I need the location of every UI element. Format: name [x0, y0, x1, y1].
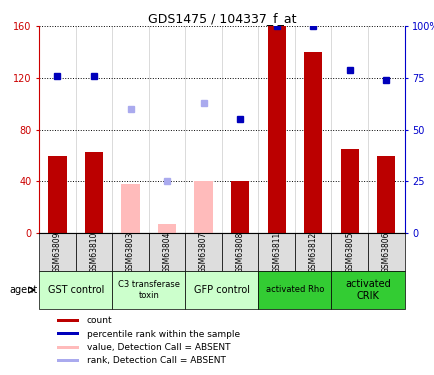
Text: GSM63806: GSM63806 — [381, 231, 390, 273]
Bar — [57, 319, 79, 322]
Bar — [221, 233, 258, 271]
Text: GFP control: GFP control — [194, 285, 249, 295]
Bar — [112, 233, 148, 271]
Bar — [294, 233, 331, 271]
Text: GSM63812: GSM63812 — [308, 231, 317, 273]
Bar — [331, 233, 367, 271]
Text: activated
CRIK: activated CRIK — [344, 279, 390, 301]
Bar — [258, 233, 294, 271]
Text: percentile rank within the sample: percentile rank within the sample — [86, 330, 239, 339]
Bar — [340, 149, 358, 233]
Bar — [258, 271, 331, 309]
Bar — [57, 359, 79, 362]
Bar — [57, 332, 79, 335]
Text: C3 transferase
toxin: C3 transferase toxin — [118, 280, 179, 300]
Text: value, Detection Call = ABSENT: value, Detection Call = ABSENT — [86, 343, 230, 352]
Text: GSM63803: GSM63803 — [126, 231, 135, 273]
Bar — [76, 233, 112, 271]
Text: GSM63809: GSM63809 — [53, 231, 62, 273]
Bar — [331, 271, 404, 309]
Bar — [267, 26, 285, 233]
Bar — [303, 52, 322, 233]
Bar — [376, 156, 395, 233]
Bar — [57, 346, 79, 349]
Text: GSM63808: GSM63808 — [235, 231, 244, 273]
Bar — [185, 271, 258, 309]
Bar — [39, 271, 112, 309]
Text: count: count — [86, 316, 112, 325]
Bar — [185, 233, 221, 271]
Text: agent: agent — [9, 285, 37, 295]
Title: GDS1475 / 104337_f_at: GDS1475 / 104337_f_at — [147, 12, 296, 25]
Bar — [85, 152, 103, 233]
Text: GSM63804: GSM63804 — [162, 231, 171, 273]
Bar — [367, 233, 404, 271]
Bar — [112, 271, 185, 309]
Text: GSM63807: GSM63807 — [199, 231, 207, 273]
Text: activated Rho: activated Rho — [265, 285, 323, 294]
Bar — [48, 156, 66, 233]
Text: rank, Detection Call = ABSENT: rank, Detection Call = ABSENT — [86, 357, 225, 366]
Text: GSM63805: GSM63805 — [345, 231, 353, 273]
Text: GSM63811: GSM63811 — [272, 231, 280, 273]
Text: GSM63810: GSM63810 — [89, 231, 98, 273]
Bar — [158, 224, 176, 233]
Bar — [230, 182, 249, 233]
Bar — [148, 233, 185, 271]
Bar — [194, 182, 212, 233]
Bar — [39, 233, 76, 271]
Text: GST control: GST control — [47, 285, 104, 295]
Bar — [121, 184, 139, 233]
